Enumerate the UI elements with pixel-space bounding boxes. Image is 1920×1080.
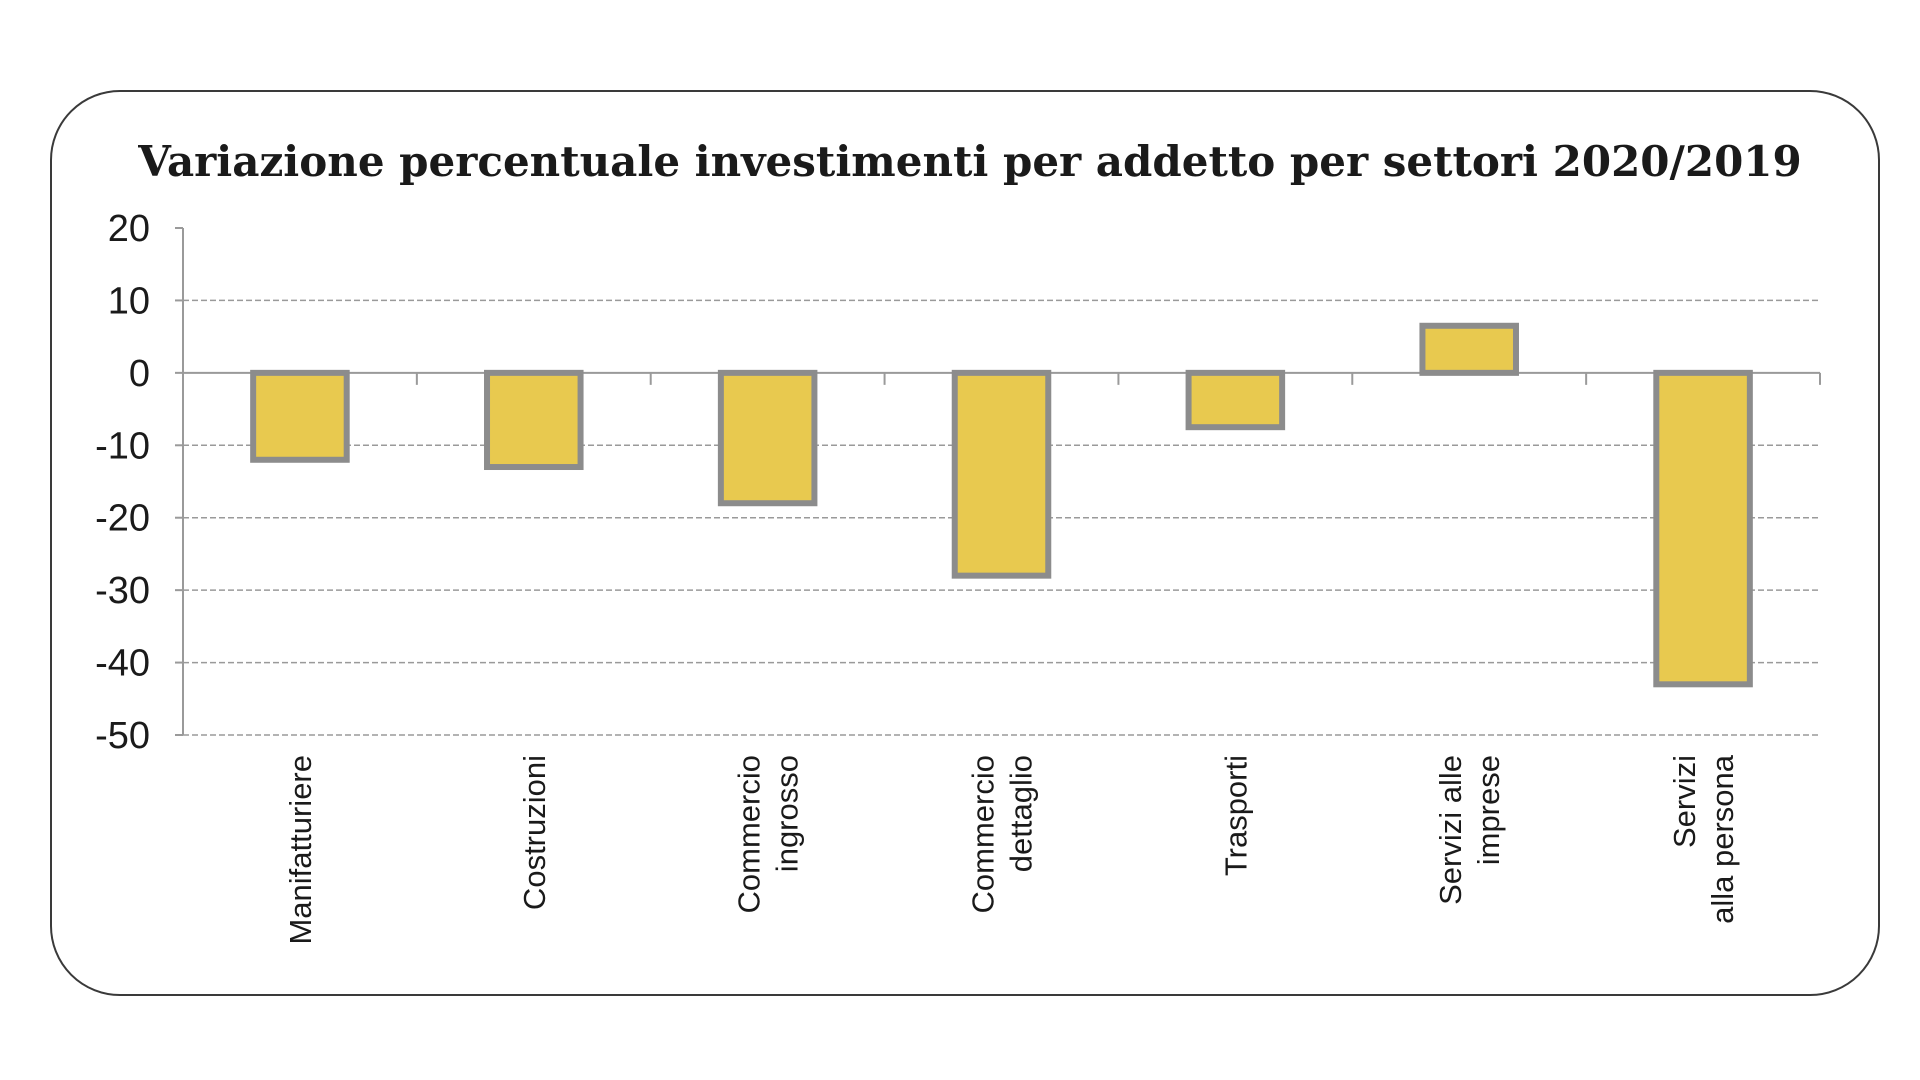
x-category-label-5-line-0: Servizi alle (1433, 755, 1468, 905)
y-tick-label-3: -10 (95, 425, 150, 467)
y-tick-label-6: -40 (95, 643, 150, 685)
y-tick-label-7: -50 (95, 715, 150, 757)
bar-4 (1185, 369, 1286, 431)
x-category-label-4-line-0: Trasporti (1218, 755, 1253, 876)
x-category-label-5-line-1: imprese (1471, 755, 1506, 865)
y-tick-label-2: 0 (129, 353, 150, 395)
bar-0 (250, 369, 350, 463)
x-category-label-0-line-0: Manifatturiere (283, 755, 318, 945)
x-category-label-6-line-1: alla persona (1705, 754, 1740, 924)
bar-2 (717, 369, 818, 507)
x-category-label-6-line-0: Servizi (1667, 755, 1702, 848)
bar-1 (484, 369, 584, 471)
x-category-label-1-line-0: Costruzioni (517, 755, 552, 910)
bar-6 (1653, 369, 1753, 688)
y-tick-label-5: -30 (95, 570, 150, 612)
bar-5 (1419, 322, 1519, 376)
x-category-labels: Manifatturiere Costruzioni Commercio ingros… (283, 754, 1740, 944)
bars (250, 322, 1753, 688)
x-category-label-2-line-0: Commercio (732, 755, 767, 913)
x-category-label-3-line-1: dettaglio (1004, 755, 1039, 872)
gridlines (183, 299, 1820, 736)
y-tick-label-0: 20 (108, 208, 150, 250)
x-category-label-3-line-0: Commercio (966, 755, 1001, 913)
y-tick-label-1: 10 (108, 280, 150, 322)
chart-title: Variazione percentuale investimenti per … (137, 137, 1802, 186)
x-category-label-2-line-1: ingrosso (770, 755, 805, 872)
y-tick-labels: 20 10 0 -10 -20 -30 -40 -50 (95, 208, 150, 757)
y-tick-label-4: -20 (95, 498, 150, 540)
bar-3 (951, 369, 1052, 579)
